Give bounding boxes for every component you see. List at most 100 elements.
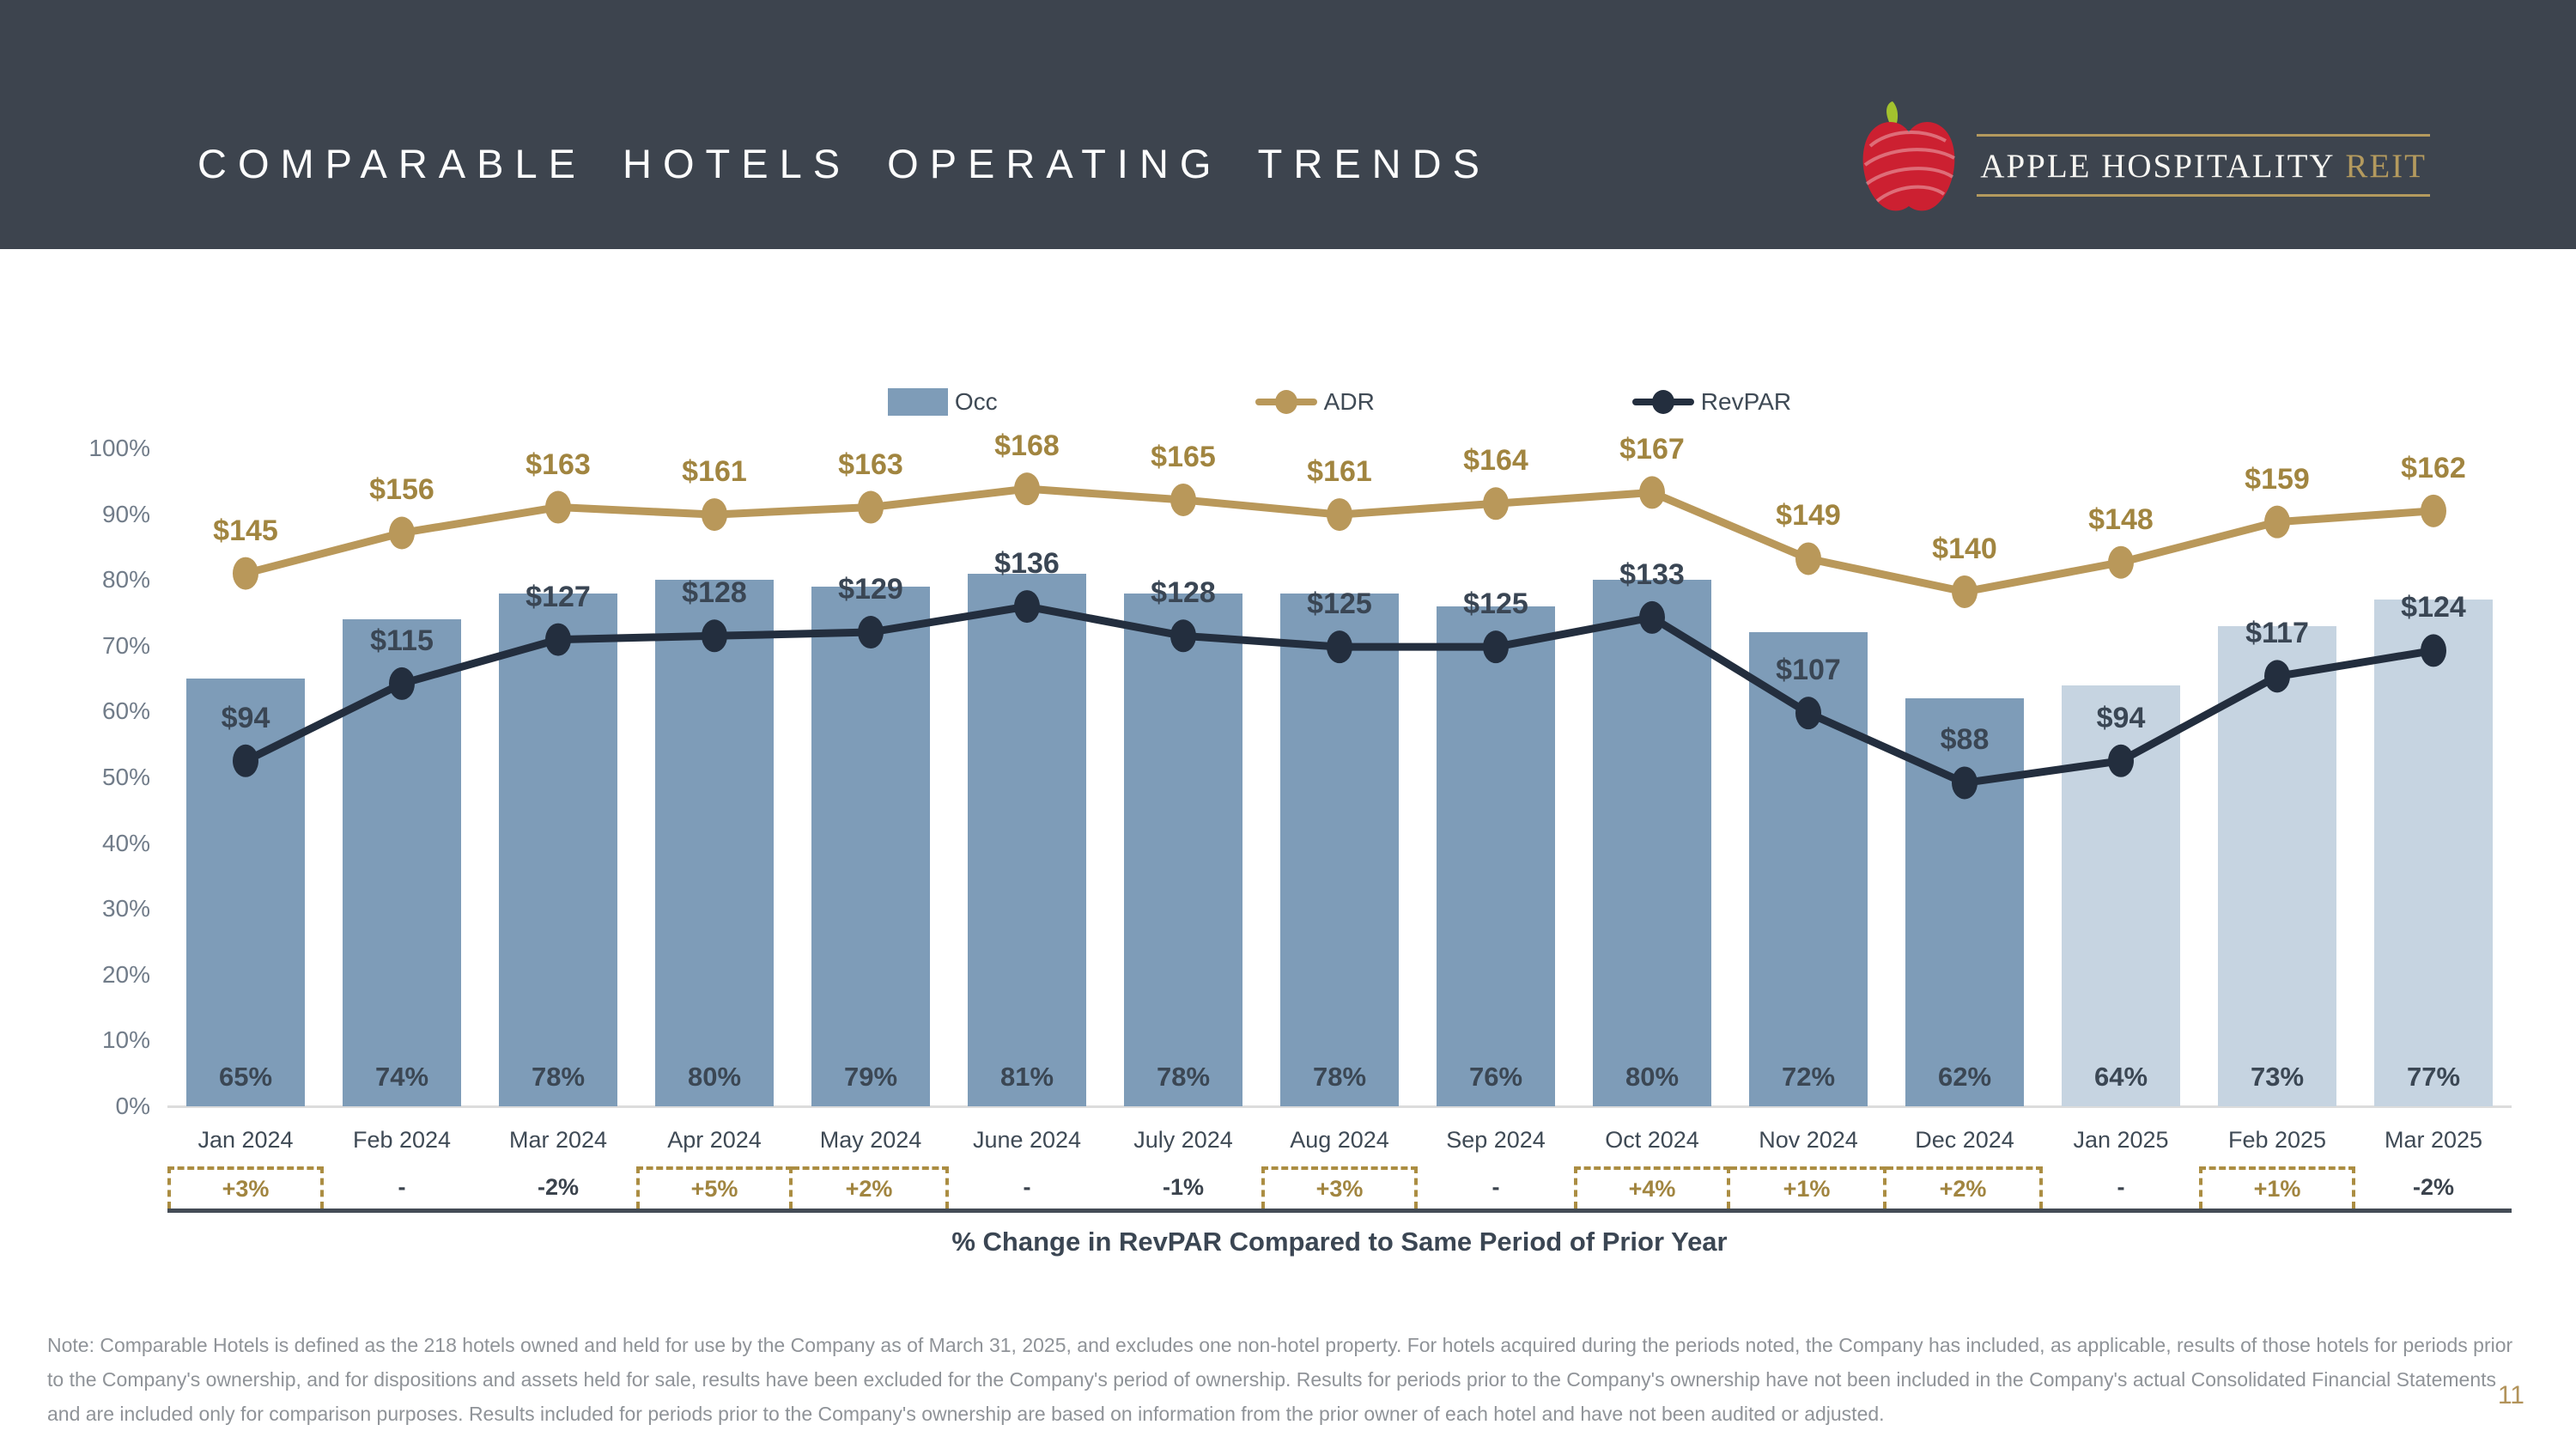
revpar-marker [1795, 697, 1821, 730]
legend-adr-label: ADR [1323, 388, 1375, 415]
y-axis-tick: 70% [101, 631, 150, 659]
revpar-value-label: $107 [1776, 654, 1841, 687]
adr-value-label: $161 [682, 455, 747, 489]
x-axis-category-label: Sep 2024 [1446, 1127, 1546, 1153]
adr-marker [233, 557, 258, 590]
adr-marker [389, 516, 415, 550]
occ-value-label: 80% [1625, 1062, 1680, 1092]
adr-marker [1795, 542, 1821, 575]
revpar-change-cell: +2% [793, 1166, 949, 1209]
adr-value-label: $156 [369, 473, 434, 507]
revpar-marker [858, 616, 884, 649]
occ-bar [1593, 580, 1711, 1106]
adr-marker [1014, 472, 1040, 506]
chart-legend: Occ ADR RevPAR [167, 388, 2512, 416]
revpar-value-label: $125 [1463, 588, 1528, 621]
adr-marker [2108, 545, 2134, 579]
occ-value-label: 65% [218, 1062, 273, 1092]
revpar-change-cell: -2% [2412, 1174, 2454, 1200]
occ-bar [499, 593, 617, 1106]
legend-item-revpar: RevPAR [1631, 388, 1792, 416]
revpar-value-label: $129 [838, 573, 903, 606]
x-axis-category-label: Mar 2024 [508, 1127, 608, 1153]
revpar-value-label: $117 [2245, 617, 2309, 650]
adr-value-label: $148 [2088, 502, 2154, 536]
occ-value-label: 76% [1468, 1062, 1523, 1092]
revpar-marker [1483, 630, 1509, 664]
revpar-marker [702, 619, 727, 653]
adr-revpar-lines [233, 472, 2446, 800]
adr-marker [858, 490, 884, 524]
adr-value-label: $164 [1463, 444, 1528, 478]
adr-value-label: $163 [838, 447, 903, 481]
adr-value-label: $167 [1619, 433, 1685, 466]
occ-bar [968, 573, 1086, 1106]
brand-wordmark: APPLE HOSPITALITY REIT [1977, 133, 2430, 197]
x-axis-category-label: July 2024 [1133, 1127, 1233, 1153]
revpar-marker [233, 744, 258, 777]
revpar-value-label: $125 [1307, 588, 1372, 621]
revpar-change-cell: - [2117, 1174, 2125, 1200]
header-band: COMPARABLE HOTELS OPERATING TRENDS APPLE… [0, 0, 2576, 249]
revpar-change-cell: +3% [167, 1166, 324, 1209]
adr-marker [1327, 498, 1352, 532]
occ-value-label: 81% [999, 1062, 1054, 1092]
revpar-change-cell: +1% [1730, 1166, 1886, 1209]
page-title: COMPARABLE HOTELS OPERATING TRENDS [197, 141, 1491, 186]
brand-name: APPLE HOSPITALITY [1980, 147, 2336, 185]
revpar-value-label: $128 [682, 576, 747, 610]
adr-value-label: $159 [2245, 462, 2310, 496]
occ-value-label: 80% [687, 1062, 742, 1092]
x-axis-category-label: Jan 2025 [2073, 1127, 2169, 1153]
adr-marker [1170, 483, 1196, 516]
adr-marker [2421, 494, 2446, 527]
occ-swatch-icon [887, 388, 948, 416]
occ-value-label: 62% [1937, 1062, 1992, 1092]
adr-value-label: $161 [1307, 455, 1372, 489]
x-axis-category-label: May 2024 [819, 1127, 922, 1153]
revpar-change-cell: - [398, 1174, 406, 1200]
revpar-line-marker-icon [1631, 388, 1694, 416]
x-axis-category-label: Mar 2025 [2384, 1127, 2483, 1153]
change-row-caption: % Change in RevPAR Compared to Same Peri… [951, 1227, 1728, 1257]
y-axis-tick: 10% [101, 1026, 150, 1054]
y-axis-tick: 40% [101, 829, 150, 856]
adr-value-label: $165 [1151, 440, 1216, 473]
revpar-change-cell: +1% [2199, 1166, 2355, 1209]
occ-value-label: 77% [2406, 1062, 2461, 1092]
adr-marker [1639, 476, 1665, 509]
occ-bar [1124, 593, 1242, 1106]
occ-bar [1280, 593, 1399, 1106]
revpar-value-label: $124 [2401, 591, 2466, 624]
adr-value-label: $162 [2401, 451, 2466, 484]
occ-value-label: 78% [531, 1062, 586, 1092]
revpar-change-cell: +2% [1886, 1166, 2043, 1209]
occ-value-label: 74% [374, 1062, 429, 1092]
revpar-value-label: $88 [1940, 723, 1990, 757]
legend-occ-label: Occ [954, 388, 998, 415]
y-axis-tick: 80% [101, 566, 150, 594]
change-row-underline [167, 1209, 2512, 1213]
legend-revpar-label: RevPAR [1700, 388, 1792, 415]
y-axis-tick: 60% [101, 697, 150, 725]
adr-value-label: $149 [1776, 499, 1841, 533]
revpar-value-label: $94 [2096, 701, 2146, 734]
revpar-marker [545, 623, 571, 656]
logo-rule-bottom [1977, 193, 2430, 197]
logo-rule-top [1977, 133, 2430, 137]
revpar-marker [1170, 619, 1196, 653]
revpar-marker [2421, 634, 2446, 667]
occ-value-label: 79% [843, 1062, 898, 1092]
revpar-value-label: $127 [526, 580, 591, 613]
x-axis-category-label: Jan 2024 [197, 1127, 294, 1153]
x-axis-category-label: Aug 2024 [1290, 1127, 1389, 1153]
legend-item-adr: ADR [1255, 388, 1375, 416]
x-axis-category-label: Dec 2024 [1915, 1127, 2014, 1153]
adr-marker [1483, 487, 1509, 521]
x-axis-category-label: Oct 2024 [1605, 1127, 1699, 1153]
y-axis-tick: 20% [101, 960, 150, 988]
revpar-value-label: $136 [994, 547, 1060, 581]
footnote: Note: Comparable Hotels is defined as th… [47, 1334, 2513, 1425]
revpar-change-cell: - [1492, 1174, 1500, 1200]
